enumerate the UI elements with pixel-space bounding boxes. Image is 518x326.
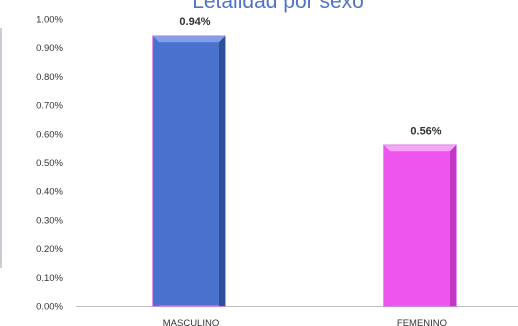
y-tick-label: 0.00% (36, 302, 63, 313)
x-tick-label: MASCULINO (163, 318, 219, 326)
y-tick-label: 0.50% (36, 158, 63, 169)
bar-face (383, 144, 457, 307)
y-tick-label: 0.40% (36, 187, 63, 198)
chart-title: Letalidad por sexo (192, 0, 364, 13)
bar-right-bevel (219, 36, 225, 306)
bar-right-bevel (450, 145, 456, 306)
bars (152, 35, 457, 307)
y-tick-label: 0.90% (36, 43, 63, 54)
x-axis: MASCULINO FEMENINO (76, 306, 518, 326)
bar-femenino (383, 144, 457, 307)
value-label: 0.94% (179, 16, 210, 28)
y-tick-label: 0.60% (36, 129, 63, 140)
y-tick-label: 1.00% (36, 15, 63, 26)
y-tick-label: 0.10% (36, 273, 63, 284)
value-labels: 0.94% 0.56% (179, 16, 441, 137)
value-label: 0.56% (410, 125, 441, 137)
bar-left-bevel (384, 145, 390, 306)
left-border-rule (0, 28, 2, 268)
bar-face (152, 35, 226, 307)
bar-top-bevel (384, 145, 456, 152)
y-tick-label: 0.30% (36, 215, 63, 226)
bar-masculino (152, 35, 226, 307)
y-tick-label: 0.20% (36, 244, 63, 255)
bar-top-bevel (153, 36, 225, 43)
y-axis: 0.00% 0.10% 0.20% 0.30% 0.40% 0.50% 0.60% 0.70%… (36, 15, 63, 313)
y-tick-label: 0.70% (36, 101, 63, 112)
bar-left-bevel (153, 36, 159, 306)
x-tick-label: FEMENINO (397, 318, 447, 326)
y-tick-label: 0.80% (36, 72, 63, 83)
